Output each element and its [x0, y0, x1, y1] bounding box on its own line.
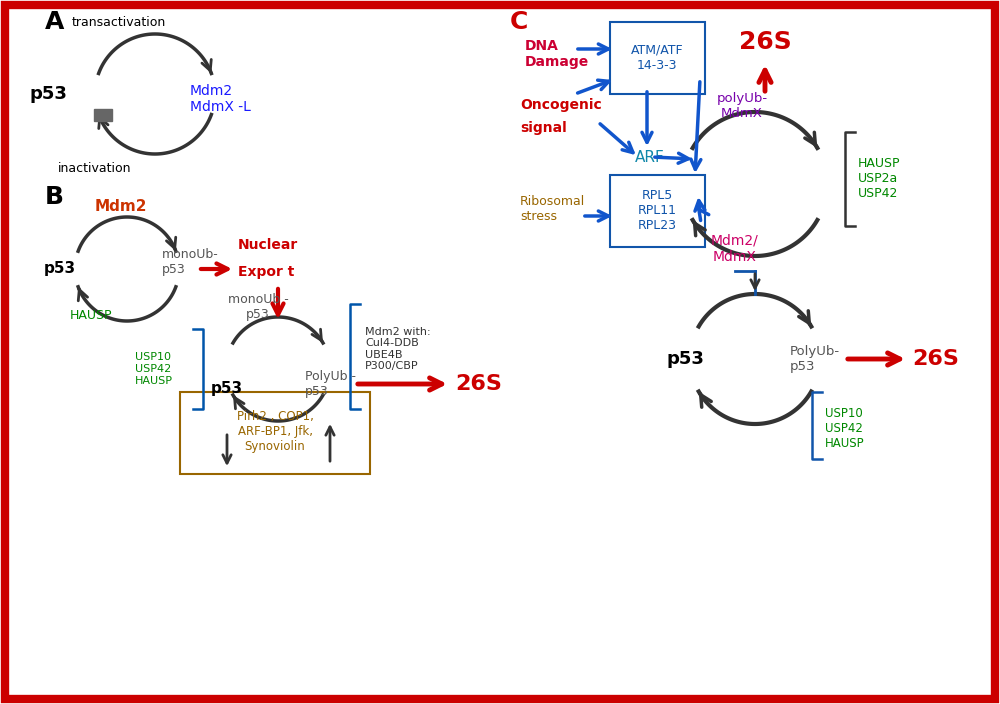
- Text: monoUb-
p53: monoUb- p53: [162, 248, 219, 276]
- Text: signal: signal: [520, 121, 567, 135]
- Text: transactivation: transactivation: [72, 16, 166, 29]
- Text: monoUb -
p53: monoUb - p53: [228, 293, 288, 321]
- Text: Expor t: Expor t: [238, 265, 294, 279]
- Text: p53: p53: [29, 85, 67, 103]
- Text: p53: p53: [44, 261, 76, 277]
- Text: B: B: [45, 185, 64, 209]
- Text: HAUSP: HAUSP: [70, 309, 112, 322]
- Text: polyUb-
MdmX: polyUb- MdmX: [716, 92, 768, 120]
- Text: p53: p53: [211, 382, 243, 396]
- Text: p53: p53: [666, 350, 704, 368]
- Text: ATM/ATF
14-3-3: ATM/ATF 14-3-3: [631, 44, 683, 72]
- Text: Nuclear: Nuclear: [238, 238, 298, 252]
- Text: Mdm2: Mdm2: [95, 199, 148, 214]
- Text: inactivation: inactivation: [58, 162, 132, 175]
- Text: A: A: [45, 10, 64, 34]
- Text: Pirh2 , COP1,
ARF-BP1, Jfk,
Synoviolin: Pirh2 , COP1, ARF-BP1, Jfk, Synoviolin: [237, 410, 313, 453]
- FancyBboxPatch shape: [180, 392, 370, 474]
- Text: Mdm2
MdmX -L: Mdm2 MdmX -L: [190, 84, 251, 114]
- Text: 26S: 26S: [455, 374, 502, 394]
- Text: C: C: [510, 10, 528, 34]
- Bar: [94, 108, 112, 120]
- Text: 26S: 26S: [912, 349, 959, 369]
- FancyBboxPatch shape: [610, 175, 705, 247]
- Text: Ribosomal
stress: Ribosomal stress: [520, 195, 585, 223]
- Text: Mdm2/
MdmX: Mdm2/ MdmX: [711, 234, 759, 264]
- Text: USP10
USP42
HAUSP: USP10 USP42 HAUSP: [135, 353, 173, 386]
- Text: PolyUb -
p53: PolyUb - p53: [305, 370, 356, 398]
- Text: Mdm2 with:
Cul4-DDB
UBE4B
P300/CBP: Mdm2 with: Cul4-DDB UBE4B P300/CBP: [365, 327, 431, 372]
- Text: Oncogenic: Oncogenic: [520, 98, 602, 112]
- Text: HAUSP
USP2a
USP42: HAUSP USP2a USP42: [858, 158, 900, 201]
- Text: RPL5
RPL11
RPL23: RPL5 RPL11 RPL23: [638, 189, 676, 232]
- Text: PolyUb-
p53: PolyUb- p53: [790, 345, 840, 373]
- Text: 26S: 26S: [739, 30, 791, 54]
- Text: ARF: ARF: [635, 149, 665, 165]
- Text: DNA
Damage: DNA Damage: [525, 39, 589, 69]
- FancyBboxPatch shape: [610, 22, 705, 94]
- Text: USP10
USP42
HAUSP: USP10 USP42 HAUSP: [825, 408, 865, 451]
